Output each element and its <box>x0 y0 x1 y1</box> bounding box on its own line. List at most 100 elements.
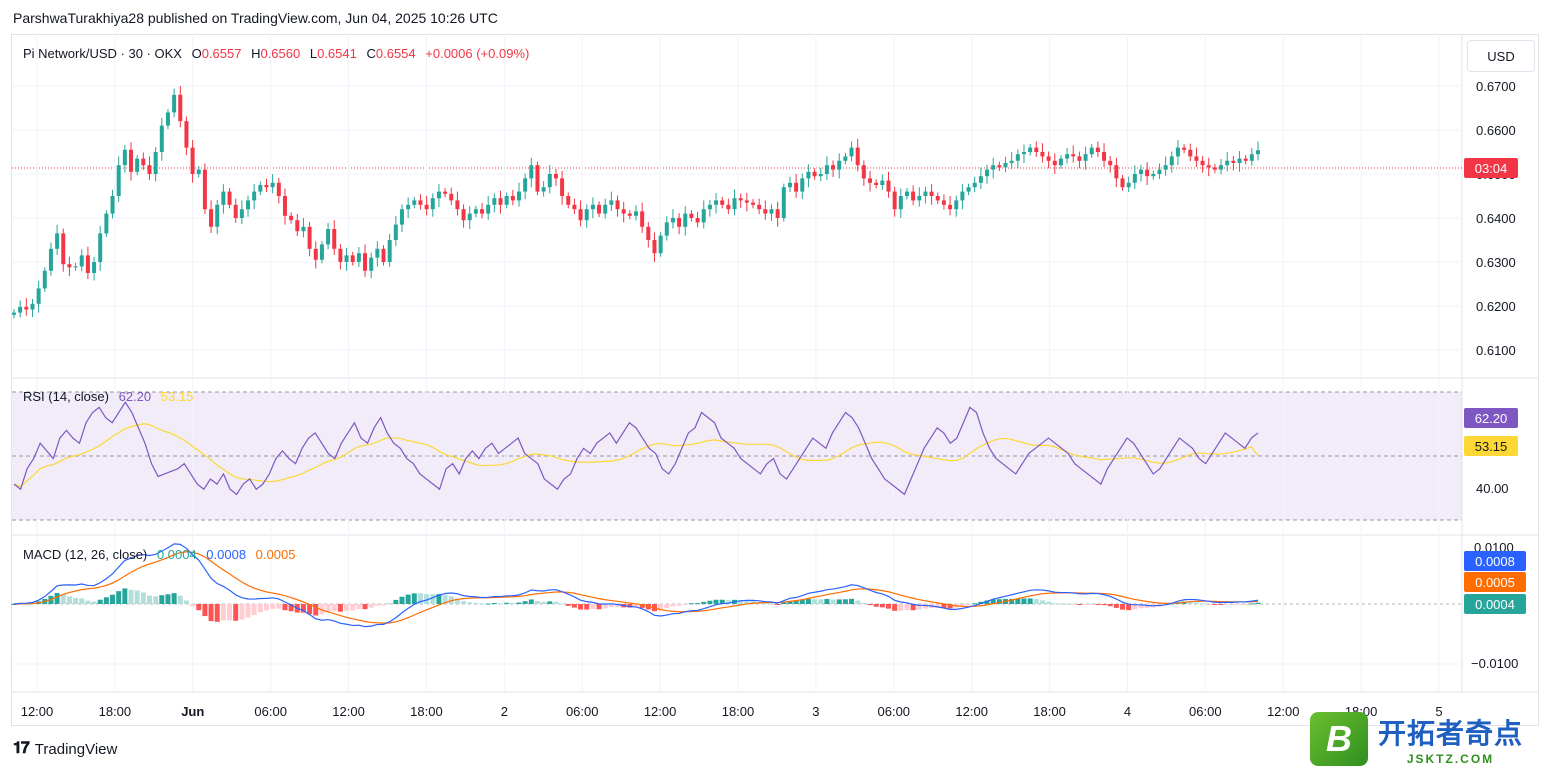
candle-body <box>751 202 756 205</box>
candle-body <box>732 198 737 210</box>
rsi-ma-line <box>13 423 1259 488</box>
macd-histogram-bar <box>356 604 362 609</box>
macd-histogram-bar <box>738 599 744 604</box>
candle-body <box>609 200 614 205</box>
currency-button[interactable]: USD <box>1467 40 1535 72</box>
macd-histogram-bar <box>959 604 965 607</box>
candle-body <box>837 160 842 170</box>
candle-body <box>1249 154 1254 161</box>
candle-body <box>209 209 214 227</box>
macd-histogram-bar <box>528 599 534 604</box>
close-value: C0.6554 <box>366 46 416 61</box>
macd-histogram-bar <box>812 599 818 604</box>
candle-body <box>1182 147 1187 150</box>
candle-body <box>79 255 84 267</box>
macd-histogram-bar <box>1064 603 1070 605</box>
symbol-label[interactable]: Pi Network/USD · 30 · OKX <box>23 46 182 61</box>
macd-histogram-bar <box>584 604 590 610</box>
macd-histogram-bar <box>393 599 399 604</box>
time-tick-label: 12:00 <box>955 704 988 719</box>
time-tick-label: 06:00 <box>878 704 911 719</box>
watermark-domain: JSKTZ.COM <box>1406 752 1495 766</box>
macd-histogram-bar <box>658 604 664 611</box>
macd-histogram-bar <box>276 604 282 609</box>
macd-histogram-bar <box>331 604 337 612</box>
macd-histogram-bar <box>91 601 97 604</box>
candle-body <box>332 229 337 249</box>
candle-body <box>855 147 860 166</box>
macd-legend-name[interactable]: MACD (12, 26, close) <box>23 547 148 562</box>
time-tick-label: 06:00 <box>1189 704 1222 719</box>
macd-histogram-bar <box>904 604 910 611</box>
candle-body <box>1151 174 1156 177</box>
macd-histogram-bar <box>97 599 103 604</box>
macd-histogram-bar <box>725 600 731 604</box>
candle-body <box>264 185 269 188</box>
macd-histogram-bar <box>337 604 343 612</box>
candle-body <box>615 200 620 210</box>
macd-histogram-bar <box>1107 604 1113 607</box>
candle-body <box>1015 154 1020 161</box>
candle-body <box>184 121 189 148</box>
macd-histogram-bar <box>547 601 553 604</box>
candle-body <box>190 147 195 174</box>
candle-body <box>787 182 792 188</box>
candle-body <box>498 198 503 205</box>
macd-histogram-bar <box>368 604 374 608</box>
candle-body <box>818 174 823 177</box>
candle-body <box>122 149 127 166</box>
candle-body <box>363 253 368 271</box>
macd-histogram-bar <box>1095 604 1101 605</box>
candle-body <box>1028 147 1033 152</box>
macd-value-badge: 0.0008 <box>1464 551 1526 571</box>
candle-body <box>985 169 990 177</box>
macd-histogram-bar <box>966 604 972 605</box>
macd-histogram-bar <box>1218 604 1224 605</box>
macd-histogram-bar <box>602 604 608 609</box>
candle-body <box>393 224 398 240</box>
candle-body <box>701 209 706 223</box>
macd-legend[interactable]: MACD (12, 26, close) 0.0004 0.0008 0.000… <box>23 547 301 562</box>
price-legend[interactable]: Pi Network/USD · 30 · OKX O0.6557 H0.656… <box>23 46 535 61</box>
candle-body <box>744 200 749 203</box>
candle-body <box>1003 163 1008 168</box>
candle-body <box>282 196 287 216</box>
rsi-legend-name[interactable]: RSI (14, close) <box>23 389 109 404</box>
macd-legend-hist: 0.0004 <box>156 547 197 562</box>
macd-histogram-bar <box>941 604 947 609</box>
macd-histogram-bar <box>73 597 79 604</box>
candle-body <box>1052 160 1057 166</box>
rsi-legend[interactable]: RSI (14, close) 62.20 53.15 <box>23 389 199 404</box>
candle-body <box>726 204 731 210</box>
rsi-value-label: 62.20 <box>1475 411 1508 426</box>
macd-signal-line <box>13 551 1259 624</box>
macd-histogram-bar <box>793 600 799 604</box>
macd-histogram-bar <box>1249 603 1255 605</box>
candle-body <box>1206 165 1211 168</box>
macd-histogram-bar <box>1101 604 1107 606</box>
macd-histogram-bar <box>1027 598 1033 604</box>
macd-line <box>13 543 1259 628</box>
macd-histogram-bar <box>688 603 694 605</box>
watermark: B 开拓者奇点 JSKTZ.COM <box>1310 712 1523 766</box>
tradingview-logo[interactable]: 𝟏𝟕 TradingView <box>13 740 117 758</box>
macd-histogram-bar <box>676 604 682 606</box>
time-tick-label: 12:00 <box>644 704 677 719</box>
time-tick-label: 18:00 <box>410 704 443 719</box>
price-tick-label: 0.6700 <box>1476 79 1516 94</box>
macd-histogram-bar <box>11 604 17 605</box>
rsi-value-badge: 62.20 <box>1464 408 1518 428</box>
macd-histogram-bar <box>1224 604 1230 605</box>
candle-body <box>991 165 996 170</box>
macd-histogram-bar <box>1138 604 1144 609</box>
candle-body <box>917 196 922 201</box>
macd-histogram-bar <box>485 603 491 605</box>
time-tick-label: Jun <box>181 704 204 719</box>
macd-histogram-bar <box>60 594 66 604</box>
rsi-line <box>13 401 1259 496</box>
candle-body <box>215 204 220 227</box>
candle-body <box>566 196 571 205</box>
macd-histogram-bar <box>103 597 109 604</box>
hist-value-label: 0.0004 <box>1475 597 1515 612</box>
